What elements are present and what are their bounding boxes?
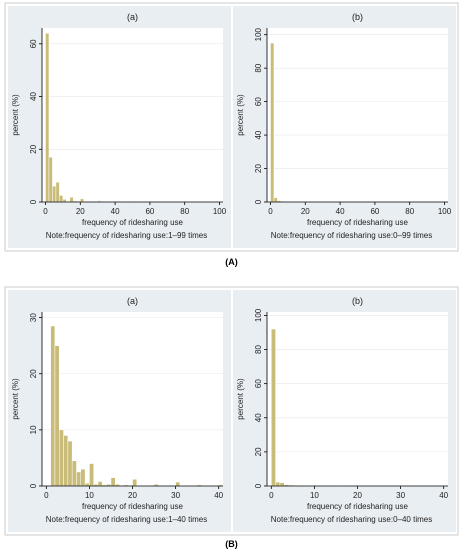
x-tick-label: 40 — [111, 207, 120, 216]
y-tick-label: 10 — [29, 425, 38, 434]
y-tick-label: 40 — [29, 92, 38, 101]
panel-note: Note:frequency of ridesharing use:1–99 t… — [46, 231, 207, 240]
y-axis-title: percent (%) — [11, 94, 20, 136]
histogram-bar — [52, 185, 57, 203]
histogram-bar — [59, 195, 64, 203]
x-tick-label: 100 — [438, 207, 452, 216]
histogram-bar — [76, 471, 82, 487]
figure-b-frame — [4, 286, 459, 536]
y-axis-title: percent (%) — [236, 94, 245, 136]
histogram-panel-4: 0 20 40 60 80 100 0 10 20 30 40 (b) frequency of rid… — [233, 290, 456, 532]
plot-area — [267, 312, 448, 486]
y-tick-label: 60 — [254, 97, 263, 106]
histogram-bar — [97, 481, 103, 487]
histogram-panel-2: 0 20 40 60 80 100 0 20 40 60 80 100 (b) frequency of … — [233, 6, 456, 248]
y-tick-label: 80 — [254, 63, 263, 72]
histogram-bar — [67, 440, 73, 487]
panel-title: (a) — [127, 296, 138, 306]
y-tick-label: 20 — [254, 164, 263, 173]
histogram-bar — [55, 181, 60, 203]
histogram-bar — [270, 42, 275, 203]
y-tick-label: 100 — [254, 308, 263, 322]
histogram-panel-1: 0 20 40 60 0 20 40 60 80 100 (a) frequency of rides… — [8, 6, 231, 248]
y-tick-label: 0 — [29, 483, 38, 488]
histogram-bar — [279, 482, 285, 487]
histogram-bar — [175, 481, 181, 487]
x-tick-label: 40 — [214, 491, 223, 500]
histogram-bar — [69, 197, 74, 203]
histogram-bar — [80, 468, 86, 487]
y-tick-label: 40 — [254, 130, 263, 139]
histogram-bar — [63, 435, 69, 487]
x-tick-label: 60 — [145, 207, 154, 216]
x-axis-title: frequency of ridesharing use — [82, 502, 184, 511]
x-tick-label: 40 — [336, 207, 345, 216]
y-tick-label: 30 — [29, 313, 38, 322]
histogram-bar — [71, 460, 77, 487]
figure-label-b: (B) — [225, 539, 238, 549]
histogram-bar — [50, 325, 56, 487]
x-tick-label: 20 — [128, 491, 137, 500]
panel-title: (b) — [352, 12, 363, 22]
figure-label-a: (A) — [225, 257, 238, 267]
x-tick-label: 100 — [213, 207, 227, 216]
y-tick-label: 20 — [29, 144, 38, 153]
panel-note: Note:frequency of ridesharing use:0–40 t… — [271, 515, 432, 524]
x-tick-label: 0 — [269, 491, 274, 500]
x-axis-title: frequency of ridesharing use — [82, 218, 184, 227]
figure-a-frame — [4, 2, 459, 252]
plot-area — [267, 28, 448, 202]
x-tick-label: 0 — [44, 491, 49, 500]
x-tick-label: 30 — [396, 491, 405, 500]
histogram-bar — [45, 33, 50, 203]
y-tick-label: 100 — [254, 27, 263, 41]
histogram-bar — [48, 156, 53, 203]
y-tick-label: 0 — [254, 483, 263, 488]
plot-area — [42, 28, 223, 202]
y-tick-label: 20 — [254, 447, 263, 456]
x-tick-label: 40 — [439, 491, 448, 500]
x-tick-label: 20 — [353, 491, 362, 500]
panel-note: Note:frequency of ridesharing use:0–99 t… — [271, 231, 432, 240]
y-axis-title: percent (%) — [236, 378, 245, 420]
histogram-bar — [58, 429, 64, 487]
histogram-bar — [54, 345, 60, 487]
x-tick-label: 30 — [171, 491, 180, 500]
x-tick-label: 80 — [405, 207, 414, 216]
panel-title: (a) — [127, 12, 138, 22]
x-tick-label: 0 — [268, 207, 273, 216]
panel-title: (b) — [352, 296, 363, 306]
x-tick-label: 80 — [180, 207, 189, 216]
x-tick-label: 10 — [310, 491, 319, 500]
histogram-bar — [132, 479, 138, 487]
y-tick-label: 80 — [254, 345, 263, 354]
x-tick-label: 20 — [76, 207, 85, 216]
y-axis-title: percent (%) — [11, 378, 20, 420]
histogram-bar — [84, 482, 90, 487]
y-tick-label: 60 — [254, 379, 263, 388]
x-tick-label: 10 — [85, 491, 94, 500]
x-axis-title: frequency of ridesharing use — [307, 502, 409, 511]
x-axis-title: frequency of ridesharing use — [307, 218, 409, 227]
histogram-bar — [80, 198, 85, 203]
histogram-bar — [110, 477, 116, 487]
x-tick-label: 20 — [301, 207, 310, 216]
y-tick-label: 60 — [29, 39, 38, 48]
histogram-bar — [89, 463, 94, 487]
histogram-bar — [275, 481, 281, 487]
histogram-bar — [271, 328, 276, 487]
x-tick-label: 0 — [43, 207, 48, 216]
histogram-bar — [273, 197, 278, 203]
panel-note: Note:frequency of ridesharing use:1–40 t… — [46, 515, 207, 524]
y-tick-label: 0 — [29, 199, 38, 204]
y-tick-label: 0 — [254, 199, 263, 204]
y-tick-label: 20 — [29, 369, 38, 378]
x-tick-label: 60 — [370, 207, 379, 216]
y-tick-label: 40 — [254, 413, 263, 422]
histogram-panel-3: 0 10 20 30 0 10 20 30 40 (a) frequency of rideshar… — [8, 290, 231, 532]
